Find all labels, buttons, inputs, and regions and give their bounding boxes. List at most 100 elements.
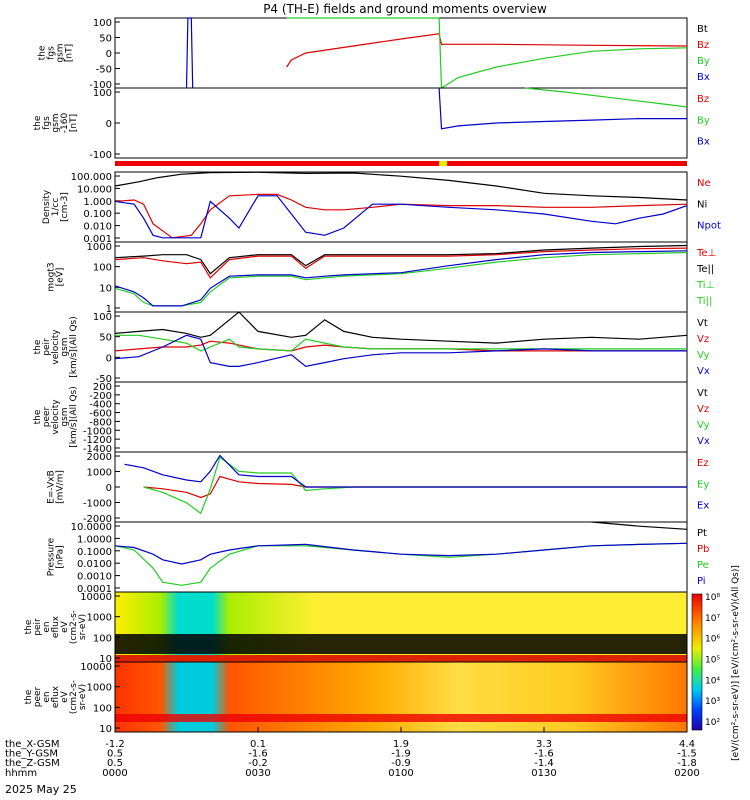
y-tick-label: 10.000: [77, 184, 112, 195]
x-tick-value: 0.5: [107, 758, 123, 769]
legend-entry: Vt: [697, 318, 708, 329]
legend-entry: By: [697, 56, 710, 67]
y-tick-label: -200: [89, 391, 112, 402]
y-tick-label: 100.000: [71, 172, 112, 183]
colorbar: 10⁸ 10⁷ 10⁶ 10⁵ 10⁴ 10³ 10² [eV/(cm²-s-sr-eV)] …: [691, 565, 741, 761]
status-bar: [115, 161, 687, 166]
y-tick-label: 0.001: [83, 234, 112, 245]
series-Ni: [114, 171, 688, 201]
legend-entry: Ni: [697, 199, 707, 210]
legend-entry: Npot: [697, 221, 721, 232]
series-Vx: [114, 334, 687, 368]
legend-entry: Vy: [697, 350, 710, 361]
colorbar-tick-label: 10⁷: [705, 614, 720, 624]
series-Te||: [114, 244, 688, 275]
y-tick-label: 10: [99, 654, 112, 665]
series-Pi: [114, 542, 688, 565]
x-tick-value: -1.2: [105, 739, 125, 750]
x-tick-value: -0.2: [248, 758, 268, 769]
y-tick-label: 0.1000: [77, 547, 112, 558]
y-tick-label: 10: [99, 283, 112, 294]
y-axis-label: peir: [33, 618, 43, 636]
panel-peir_spec: 10000 1000 100 10 the peir en eflux eV (cm2-s-sr-…: [24, 591, 688, 665]
y-axis-label: sr-eV): [78, 684, 88, 710]
y-tick-label: -50: [96, 374, 112, 385]
colorbar-tick-label: 10⁴: [705, 676, 720, 686]
x-row-label: hhmm: [5, 768, 37, 779]
y-axis-label: fgs: [42, 116, 52, 130]
x-tick-value: 0.1: [250, 739, 266, 750]
panel-temp: 1000 100 10 1 mogt3 [eV] Te⊥ Te|| Ti⊥ Ti||: [47, 241, 716, 315]
series-Ti||: [114, 250, 688, 307]
y-axis-label: sr-eV): [78, 614, 88, 640]
x-row-label: the_X-GSM: [5, 739, 59, 750]
spectrogram-bottom-band: [115, 714, 687, 722]
legend-entry: Vz: [697, 334, 709, 345]
x-tick-value: 4.4: [679, 739, 695, 750]
y-tick-label: 100: [93, 18, 112, 29]
y-tick-label: -1000: [83, 426, 112, 437]
series-Npot: [114, 195, 688, 239]
y-tick-label: -2000: [83, 514, 112, 525]
y-tick-label: 0: [106, 49, 112, 60]
series-Ex: [124, 454, 687, 488]
panel-efield: 2000 1000 0 -1000 -2000 E=-VxB [mV/m] Ez Ey Ex: [47, 451, 709, 525]
y-axis-label: E=-VxB: [47, 470, 57, 504]
panel-frame: [114, 87, 688, 159]
y-axis-label: the: [38, 45, 48, 60]
legend-entry: Pi: [697, 576, 706, 587]
x-tick-value: -1.5: [677, 749, 697, 760]
legend-entry: Bx: [697, 137, 710, 148]
y-axis-label: peer: [42, 406, 52, 427]
x-row-label: the_Z-GSM: [5, 758, 60, 769]
legend-entry: Vx: [697, 366, 710, 377]
y-tick-label: 10: [99, 724, 112, 735]
x-tick-value: 1.9: [393, 739, 409, 750]
y-axis-label: (cm2-s-: [69, 610, 79, 644]
y-axis-label: gsm: [60, 407, 70, 426]
y-tick-label: 0.0001: [77, 584, 112, 595]
panel-peir_v: 100 50 0 -50 the peir velocity gsm [km/s](All Qs…: [33, 311, 710, 385]
y-axis-label: -160: [60, 113, 70, 134]
y-axis-label: [cm-3]: [60, 192, 70, 222]
y-tick-label: -100: [89, 80, 112, 91]
legend-entry: Te⊥: [696, 248, 716, 259]
y-tick-label: -400: [89, 400, 112, 411]
y-axis-label: the: [33, 409, 43, 424]
series-By: [524, 87, 688, 108]
date-label: 2025 May 25: [5, 783, 77, 796]
panel-frame: [114, 381, 688, 453]
y-tick-label: 200: [93, 382, 112, 393]
status-bar-marker: [439, 161, 448, 166]
legend-entry: Vx: [697, 436, 710, 447]
y-tick-label: 50: [99, 34, 112, 45]
series-Ne: [114, 193, 688, 239]
legend-entry: Ne: [697, 178, 711, 189]
legend-entry: Ex: [697, 501, 709, 512]
y-axis-label: (cm2-s-: [69, 680, 79, 714]
legend-entry: By: [697, 115, 710, 126]
legend-entry: Bt: [697, 24, 708, 35]
y-tick-label: 10000: [80, 592, 112, 603]
y-tick-label: -800: [89, 417, 112, 428]
x-tick-value: -1.6: [248, 749, 268, 760]
y-tick-label: 10.0000: [71, 522, 112, 533]
legend-entry: Pt: [697, 528, 707, 539]
x-tick-value: 0000: [102, 768, 127, 779]
y-tick-label: 1: [106, 304, 112, 315]
y-axis-label: peir: [42, 338, 52, 356]
y-axis-label: the: [24, 619, 34, 634]
y-axis-label: the: [24, 689, 34, 704]
colorbar-tick-label: 10⁶: [705, 635, 720, 645]
series-Bz: [286, 33, 688, 68]
y-tick-label: -1000: [83, 499, 112, 510]
series-By: [286, 17, 688, 90]
spectrogram-low-band: [115, 634, 687, 654]
legend-entry: Pb: [697, 544, 709, 555]
y-tick-label: 100: [93, 633, 112, 644]
legend-entry: Ez: [697, 458, 709, 469]
panel-fgs: 100 50 0 -50 -100 the fgs gsm [nT] Bt Bz By Bx: [38, 17, 710, 91]
panel-frame: [114, 311, 688, 383]
y-axis-label: [km/s](All Qs): [69, 316, 79, 378]
